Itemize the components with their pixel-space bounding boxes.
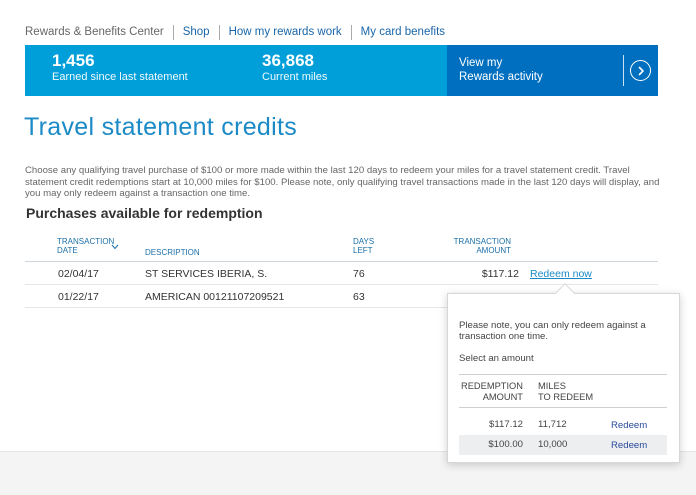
table-row: 01/22/17 AMERICAN 00121107209521 63: [25, 285, 658, 308]
redeem-now-link[interactable]: Redeem now: [530, 268, 592, 280]
nav-divider: [350, 24, 352, 40]
transaction-date: 01/22/17: [58, 291, 99, 303]
redemption-amount: $117.12: [489, 419, 523, 430]
redemption-amount: $100.00: [488, 439, 523, 450]
section-heading: Purchases available for redemption: [26, 205, 263, 221]
popover-note: Please note, you can only redeem against…: [459, 320, 646, 342]
current-miles-value: 36,868: [262, 51, 314, 70]
earned-value: 1,456: [52, 51, 95, 70]
redemption-options-header: REDEMPTION AMOUNT MILES TO REDEEM: [459, 375, 667, 408]
col-header-description: DESCRIPTION: [145, 248, 200, 257]
col-header-transaction-amount: TRANSACTION AMOUNT: [453, 237, 511, 255]
miles-to-redeem: 11,712: [538, 419, 567, 430]
sort-chevron-down-icon[interactable]: [111, 244, 119, 250]
earned-label: Earned since last statement: [52, 71, 188, 83]
redeem-button[interactable]: Redeem: [611, 440, 648, 451]
col-header-transaction-date[interactable]: TRANSACTION DATE: [57, 237, 115, 255]
transaction-date: 02/04/17: [58, 268, 99, 280]
transaction-description: AMERICAN 00121107209521: [145, 291, 285, 303]
redemption-option-row: $100.00 10,000 Redeem: [459, 435, 667, 455]
purchases-table: TRANSACTION DATE DESCRIPTION DAYS LEFT T…: [25, 236, 658, 308]
col-header-miles-to-redeem: MILES TO REDEEM: [538, 381, 594, 402]
page-title: Travel statement credits: [24, 113, 298, 141]
nav-divider: [218, 24, 220, 40]
days-left: 63: [353, 291, 365, 303]
cta-divider: [623, 55, 624, 86]
nav-link-shop[interactable]: Shop: [182, 26, 210, 38]
rewards-summary-banner: 1,456 Earned since last statement 36,868…: [25, 45, 658, 96]
footer-bar: [0, 451, 696, 495]
redemption-options-table: REDEMPTION AMOUNT MILES TO REDEEM $117.1…: [459, 374, 667, 455]
nav-link-how-rewards-work[interactable]: How my rewards work: [228, 26, 342, 38]
nav-divider: [172, 24, 174, 40]
chevron-circle-right-icon[interactable]: [630, 60, 651, 81]
miles-to-redeem: 10,000: [538, 439, 568, 450]
top-nav: Rewards & Benefits Center Shop How my re…: [25, 24, 454, 40]
col-header-days-left: DAYS LEFT: [353, 237, 375, 255]
table-header: TRANSACTION DATE DESCRIPTION DAYS LEFT T…: [25, 236, 658, 262]
select-amount-label: Select an amount: [459, 353, 534, 364]
redeem-button[interactable]: Redeem: [611, 420, 648, 431]
table-row: 02/04/17 ST SERVICES IBERIA, S. 76 $117.…: [25, 262, 658, 285]
col-header-redemption-amount: REDEMPTION AMOUNT: [461, 381, 523, 402]
redemption-option-row: $117.12 11,712 Redeem: [459, 415, 667, 435]
intro-text: Choose any qualifying travel purchase of…: [25, 165, 660, 199]
days-left: 76: [353, 268, 365, 280]
current-miles-label: Current miles: [262, 71, 328, 83]
earned-stat: 1,456 Earned since last statement: [52, 51, 188, 84]
nav-link-card-benefits[interactable]: My card benefits: [360, 26, 446, 38]
redeem-popover: Please note, you can only redeem against…: [447, 283, 680, 463]
current-miles-stat: 36,868 Current miles: [262, 51, 327, 84]
view-rewards-activity-button[interactable]: View my Rewards activity: [447, 45, 658, 96]
view-rewards-activity-label: View my Rewards activity: [459, 57, 543, 83]
transaction-amount: $117.12: [481, 268, 519, 280]
transaction-description: ST SERVICES IBERIA, S.: [145, 268, 268, 280]
rewards-center-label: Rewards & Benefits Center: [25, 26, 164, 38]
